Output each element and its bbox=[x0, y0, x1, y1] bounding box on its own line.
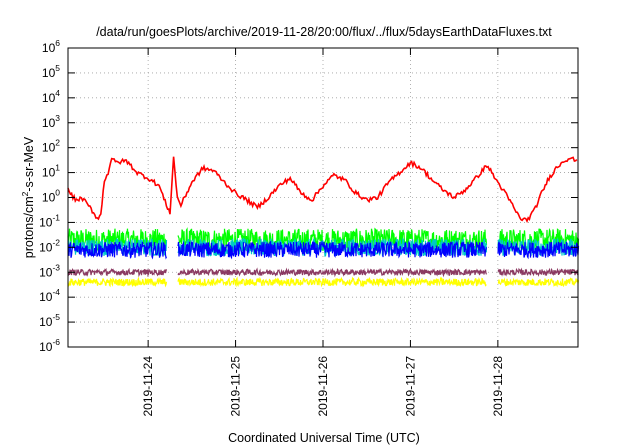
y-axis-label: protons/cm2-s-sr-MeV bbox=[20, 136, 36, 258]
y-axis-label-rest: -s-sr-MeV bbox=[22, 136, 36, 192]
y-tick-label: 10-5 bbox=[39, 312, 60, 329]
x-tick-label: 2019-11-27 bbox=[403, 356, 417, 417]
x-tick-label: 2019-11-26 bbox=[316, 356, 330, 417]
y-axis: 10-6 10-5 10-4 10-3 10-2 10-1 100 101 102 103 104 1… bbox=[39, 38, 578, 354]
series-layer bbox=[67, 156, 580, 288]
y-axis-label-sup: 2 bbox=[20, 191, 30, 196]
y-tick-label: 10-2 bbox=[39, 237, 60, 254]
y-tick-label: 10-4 bbox=[39, 287, 60, 304]
y-tick-label: 103 bbox=[42, 113, 60, 130]
series-line bbox=[67, 276, 580, 288]
series-line bbox=[67, 240, 580, 260]
y-tick-label: 100 bbox=[42, 188, 60, 205]
x-axis: 2019-11-24 2019-11-25 2019-11-26 2019-11-27… bbox=[141, 48, 505, 417]
chart-title: /data/run/goesPlots/archive/2019-11-28/2… bbox=[96, 25, 552, 39]
y-tick-label: 10-1 bbox=[39, 212, 60, 229]
y-tick-label: 10-3 bbox=[39, 262, 60, 279]
y-axis-label-main: protons/cm bbox=[22, 196, 36, 258]
y-tick-label: 104 bbox=[42, 88, 60, 105]
x-axis-label: Coordinated Universal Time (UTC) bbox=[228, 431, 420, 445]
x-tick-label: 2019-11-25 bbox=[229, 356, 243, 417]
series-line bbox=[67, 156, 578, 224]
y-tick-label: 105 bbox=[42, 63, 60, 80]
y-tick-label: 101 bbox=[42, 163, 60, 180]
x-tick-label: 2019-11-24 bbox=[141, 356, 155, 417]
grid bbox=[68, 48, 578, 347]
x-tick-label: 2019-11-28 bbox=[491, 356, 505, 417]
y-tick-label: 102 bbox=[42, 138, 60, 155]
series-line bbox=[67, 267, 579, 278]
y-tick-label: 10-6 bbox=[39, 337, 60, 354]
y-tick-label: 106 bbox=[42, 38, 60, 55]
